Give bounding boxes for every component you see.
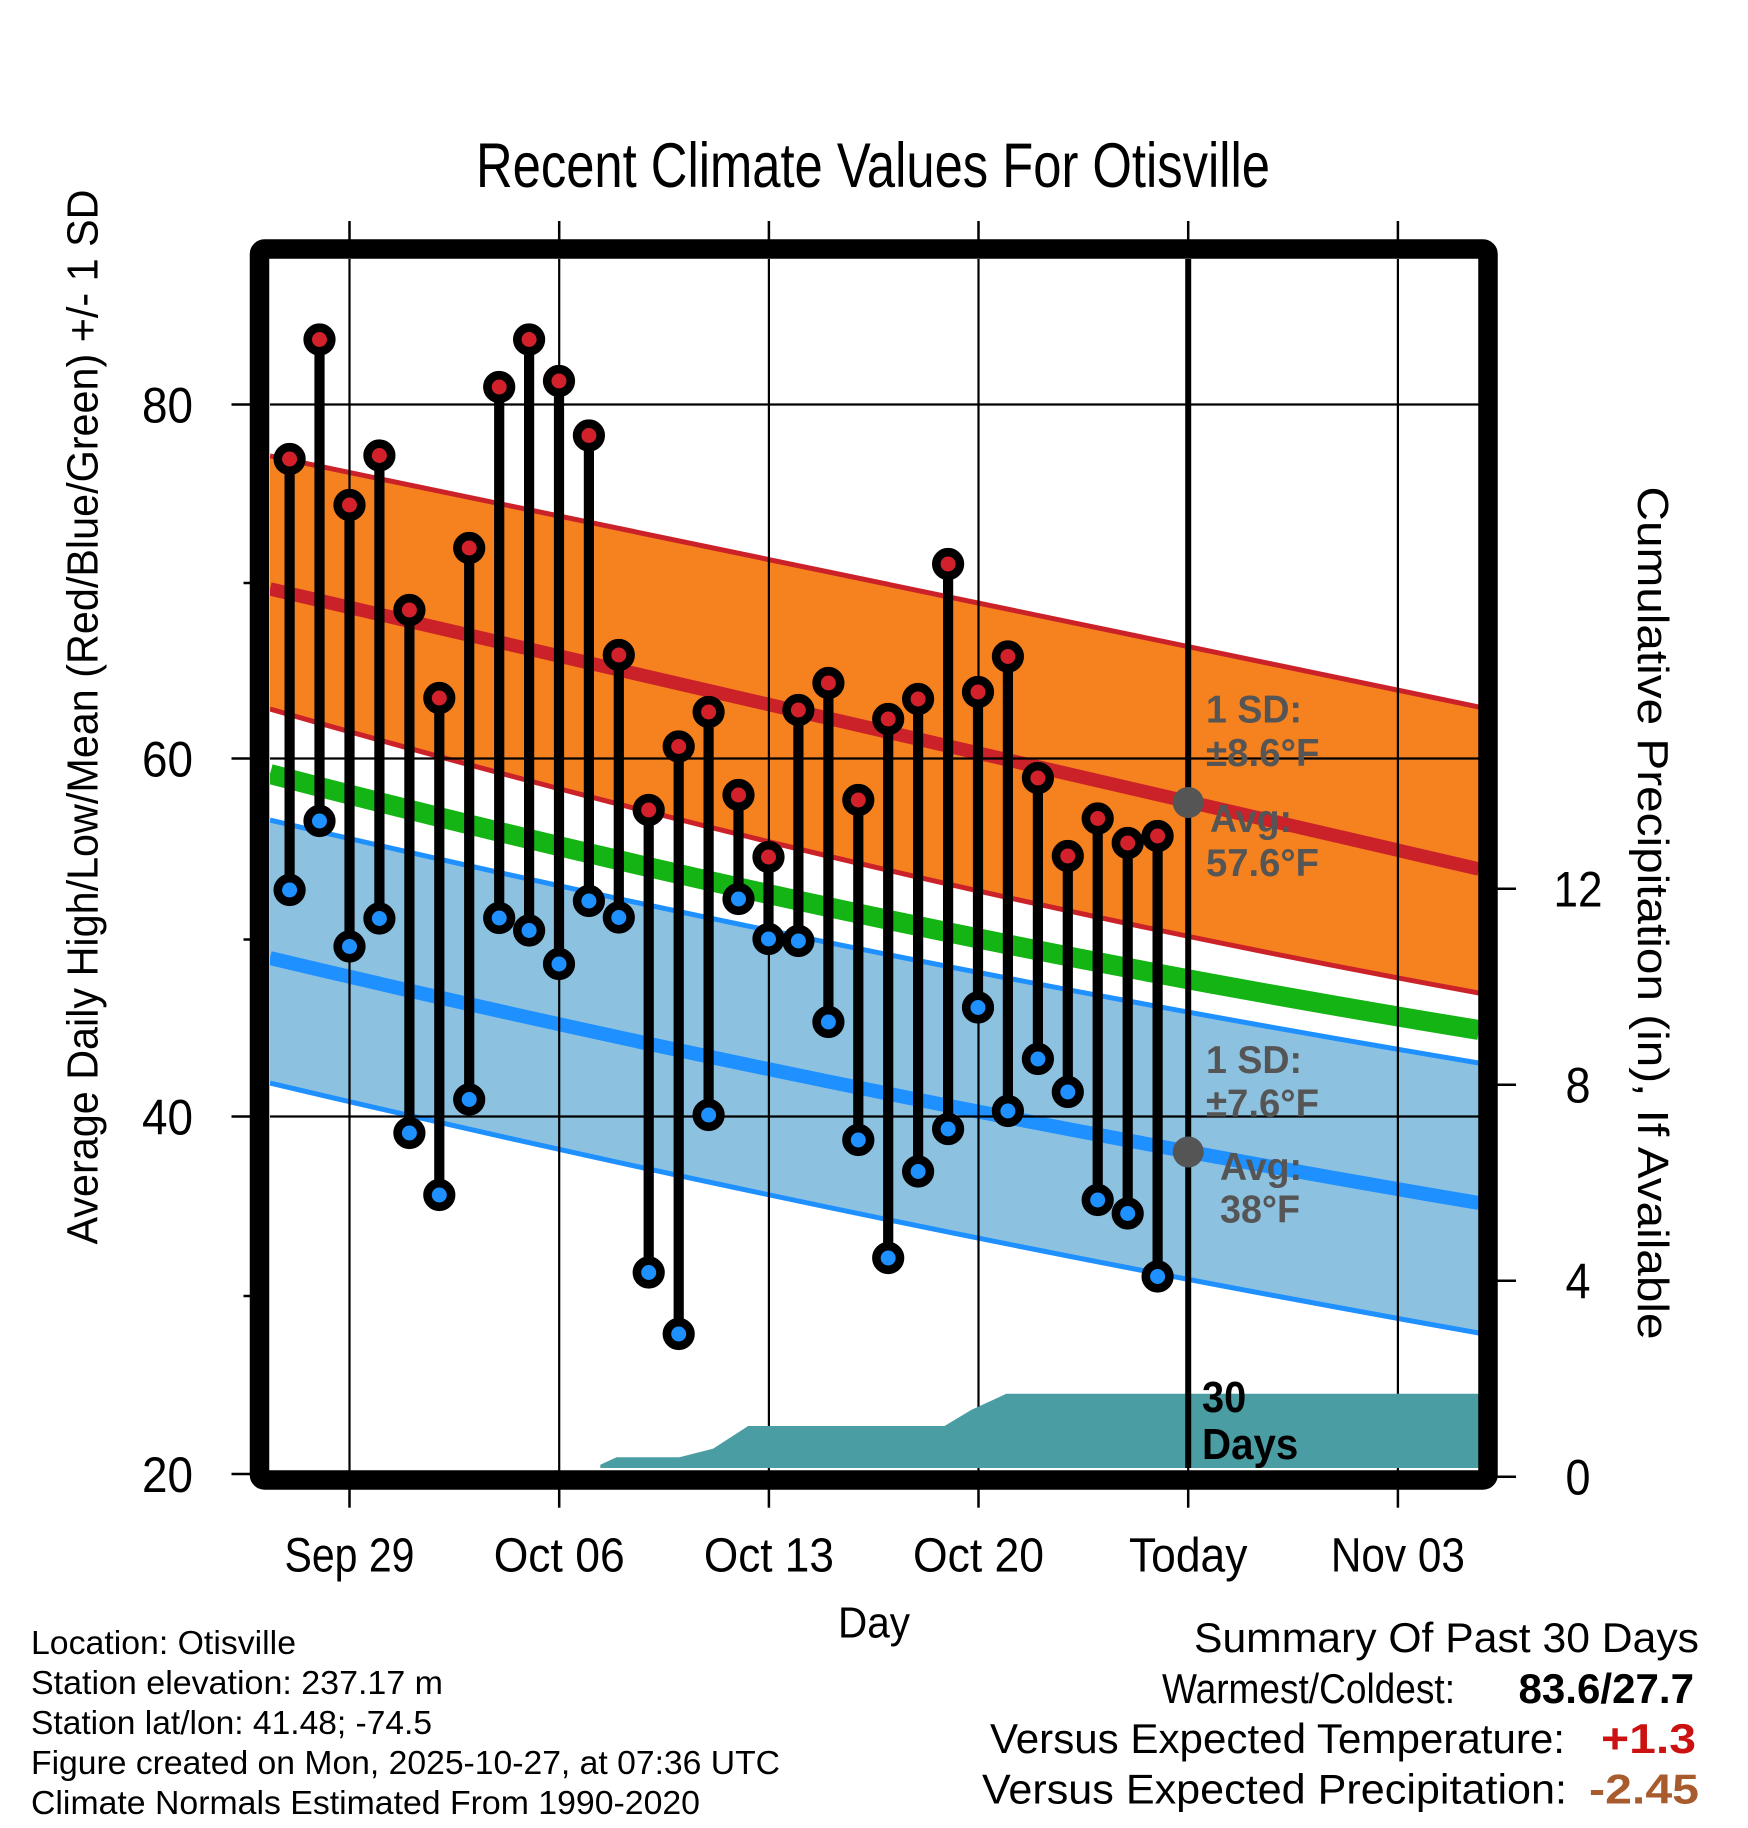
svg-text:4: 4 [1566, 1254, 1591, 1310]
svg-text:+1.3: +1.3 [1601, 1715, 1696, 1762]
svg-text:12: 12 [1554, 862, 1603, 918]
svg-text:1 SD:: 1 SD: [1206, 689, 1302, 732]
svg-text:Oct 13: Oct 13 [704, 1530, 834, 1583]
svg-text:Cumulative Precipitation (in),: Cumulative Precipitation (in), If Availa… [1628, 487, 1677, 1340]
svg-text:Location: Otisville: Location: Otisville [31, 1624, 296, 1661]
svg-text:40: 40 [142, 1090, 193, 1146]
svg-text:30: 30 [1202, 1373, 1246, 1422]
svg-text:Days: Days [1202, 1420, 1298, 1469]
svg-text:Avg:: Avg: [1220, 1146, 1302, 1189]
svg-text:Today: Today [1129, 1530, 1247, 1583]
svg-text:38°F: 38°F [1220, 1189, 1300, 1232]
svg-text:Nov 03: Nov 03 [1331, 1530, 1465, 1583]
svg-text:±8.6°F: ±8.6°F [1206, 732, 1320, 775]
svg-text:Warmest/Coldest:: Warmest/Coldest: [1162, 1665, 1455, 1712]
svg-text:Station elevation: 237.17 m: Station elevation: 237.17 m [31, 1664, 443, 1701]
svg-text:Oct 20: Oct 20 [913, 1530, 1044, 1583]
svg-text:Recent Climate Values For Otis: Recent Climate Values For Otisville [476, 131, 1270, 201]
svg-text:Versus Expected Precipitation:: Versus Expected Precipitation: [982, 1766, 1567, 1813]
svg-text:1 SD:: 1 SD: [1206, 1039, 1302, 1082]
svg-text:Versus Expected Temperature:: Versus Expected Temperature: [990, 1715, 1565, 1762]
svg-text:8: 8 [1566, 1058, 1591, 1114]
svg-text:Station lat/lon: 41.48; -74.5: Station lat/lon: 41.48; -74.5 [31, 1704, 432, 1741]
svg-text:0: 0 [1566, 1450, 1591, 1506]
svg-text:83.6/27.7: 83.6/27.7 [1519, 1665, 1695, 1712]
svg-text:57.6°F: 57.6°F [1206, 842, 1319, 885]
svg-text:Avg:: Avg: [1210, 798, 1292, 841]
svg-text:Sep 29: Sep 29 [285, 1530, 415, 1583]
svg-text:80: 80 [142, 378, 193, 434]
svg-text:Day: Day [838, 1599, 910, 1648]
svg-text:60: 60 [142, 732, 193, 788]
svg-text:20: 20 [142, 1447, 193, 1503]
svg-text:Average Daily High/Low/Mean (R: Average Daily High/Low/Mean (Red/Blue/Gr… [59, 190, 108, 1245]
svg-text:Figure created on Mon, 2025-10: Figure created on Mon, 2025-10-27, at 07… [31, 1744, 780, 1781]
svg-text:±7.6°F: ±7.6°F [1206, 1083, 1319, 1126]
svg-text:Climate Normals Estimated From: Climate Normals Estimated From 1990-2020 [31, 1784, 700, 1821]
svg-text:Oct 06: Oct 06 [494, 1530, 625, 1583]
svg-text:-2.45: -2.45 [1589, 1766, 1699, 1813]
svg-text:Summary Of Past 30 Days: Summary Of Past 30 Days [1194, 1614, 1699, 1661]
